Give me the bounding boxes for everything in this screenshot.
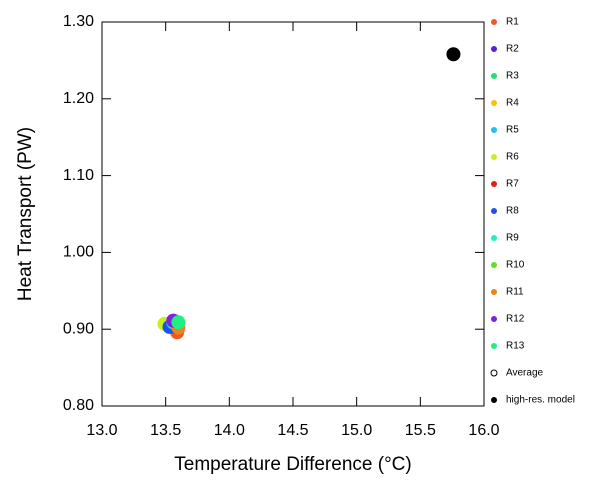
y-axis-label: Heat Transport (PW) [15, 127, 36, 301]
legend-marker [491, 154, 497, 160]
legend-marker [490, 369, 498, 377]
x-tick-label: 14.0 [214, 422, 245, 439]
legend-marker [491, 73, 497, 79]
legend-marker [491, 100, 497, 106]
legend-marker [491, 208, 497, 214]
legend-marker [491, 316, 497, 322]
legend-label: high-res. model [506, 395, 575, 406]
scatter-point [446, 47, 461, 62]
legend-label: R1 [506, 17, 519, 28]
legend-marker [491, 181, 497, 187]
legend-label: R10 [506, 260, 525, 271]
y-tick-label: 1.00 [63, 244, 94, 261]
legend-label: R11 [506, 287, 524, 298]
x-tick-label: 15.5 [405, 422, 436, 439]
legend-label: R9 [506, 233, 519, 244]
legend-marker [491, 19, 497, 25]
x-tick-label: 13.5 [150, 422, 181, 439]
plot-frame [101, 21, 485, 407]
legend-label: R6 [506, 152, 519, 163]
legend-marker [491, 262, 497, 268]
legend-marker [491, 127, 497, 133]
legend-marker [491, 343, 497, 349]
x-tick-label: 13.0 [86, 422, 117, 439]
legend-marker [491, 397, 497, 403]
legend-label: Average [506, 368, 544, 379]
legend-label: R4 [506, 98, 519, 109]
x-tick-label: 16.0 [468, 422, 499, 439]
legend-label: R8 [506, 206, 519, 217]
legend-label: R3 [506, 71, 519, 82]
legend-label: R7 [506, 179, 519, 190]
x-tick-label: 15.0 [341, 422, 372, 439]
y-tick-label: 0.80 [63, 397, 94, 414]
legend-label: R13 [506, 341, 525, 352]
legend-marker [491, 46, 497, 52]
y-tick-label: 1.30 [63, 13, 94, 30]
legend-marker [491, 289, 497, 295]
legend-label: R12 [506, 314, 525, 325]
scatter-point [171, 315, 186, 330]
y-tick-label: 1.20 [63, 90, 94, 107]
x-tick-label: 14.5 [277, 422, 308, 439]
y-tick-label: 1.10 [63, 167, 94, 184]
legend-label: R5 [506, 125, 519, 136]
legend-marker [491, 235, 497, 241]
y-tick-label: 0.90 [63, 320, 94, 337]
x-axis-label: Temperature Difference (°C) [174, 454, 411, 475]
legend-label: R2 [506, 44, 519, 55]
